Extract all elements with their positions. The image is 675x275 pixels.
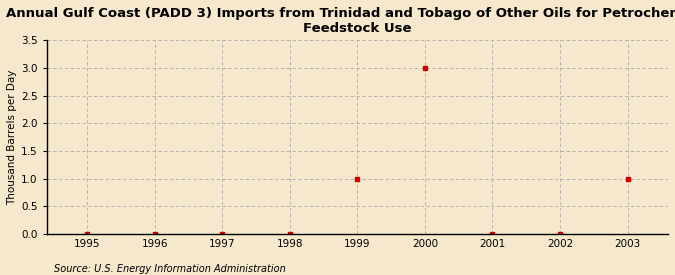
Text: Source: U.S. Energy Information Administration: Source: U.S. Energy Information Administ… [54, 264, 286, 274]
Title: Annual Gulf Coast (PADD 3) Imports from Trinidad and Tobago of Other Oils for Pe: Annual Gulf Coast (PADD 3) Imports from … [6, 7, 675, 35]
Y-axis label: Thousand Barrels per Day: Thousand Barrels per Day [7, 69, 17, 205]
